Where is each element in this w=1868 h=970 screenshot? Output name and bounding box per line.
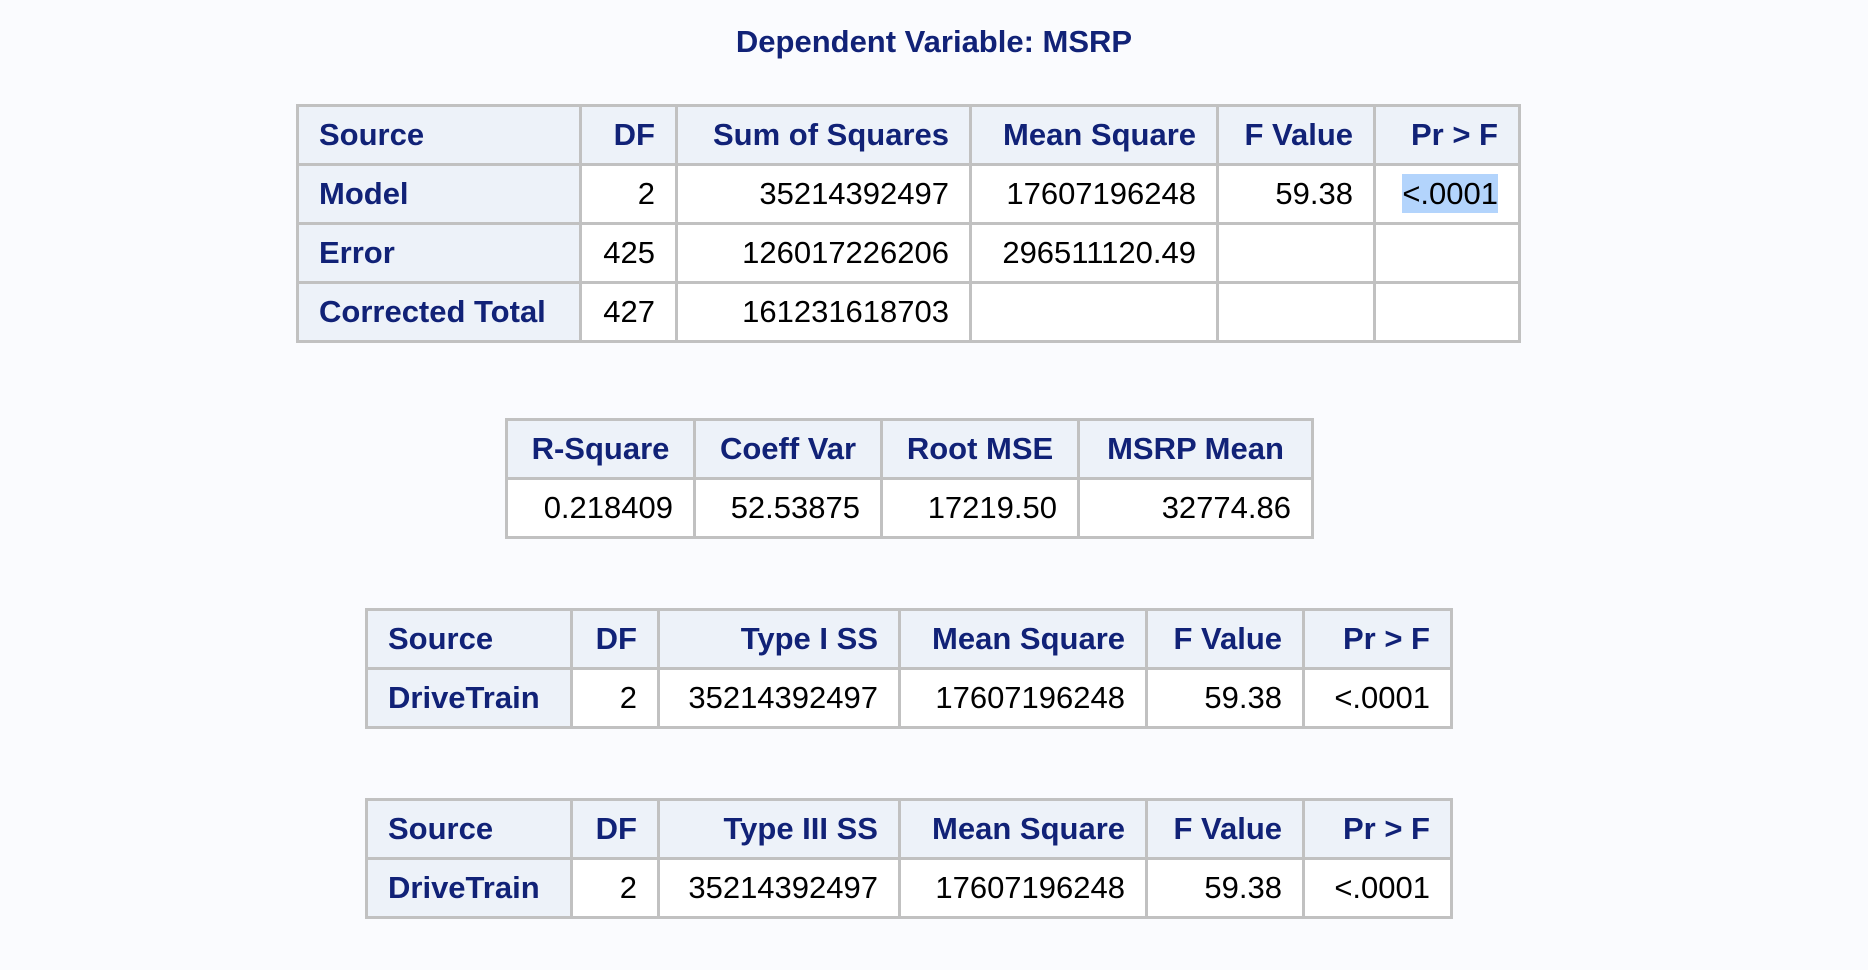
cell-p: <.0001 [1302,857,1453,919]
row-label-drivetrain: DriveTrain [365,667,573,729]
cell-p[interactable]: <.0001 [1373,163,1521,225]
row-label-corrected-total: Corrected Total [296,281,582,343]
cell-p [1373,222,1521,284]
table-row: DriveTrain 2 35214392497 17607196248 59.… [365,857,1453,919]
cell-ms: 17607196248 [898,667,1148,729]
cell-df: 2 [570,667,660,729]
cell-ss: 161231618703 [675,281,972,343]
header-coeff-var: Coeff Var [693,418,883,480]
cell-r-square: 0.218409 [505,477,696,539]
cell-ms: 17607196248 [969,163,1219,225]
cell-ss: 126017226206 [675,222,972,284]
cell-df: 427 [579,281,678,343]
cell-f: 59.38 [1145,667,1305,729]
header-msrp-mean: MSRP Mean [1077,418,1314,480]
row-label-error: Error [296,222,582,284]
cell-f [1216,281,1376,343]
header-f-value: F Value [1216,104,1376,166]
cell-df: 2 [579,163,678,225]
header-source: Source [365,798,573,860]
header-sum-of-squares: Sum of Squares [675,104,972,166]
fit-statistics-table: R-Square Coeff Var Root MSE MSRP Mean 0.… [505,418,1314,539]
cell-coeff-var: 52.53875 [693,477,883,539]
table-row: Corrected Total 427 161231618703 [296,281,1521,343]
header-type1-ss: Type I SS [657,608,901,670]
header-type3-ss: Type III SS [657,798,901,860]
cell-ms: 17607196248 [898,857,1148,919]
table-header-row: Source DF Type I SS Mean Square F Value … [365,608,1453,670]
header-mean-square: Mean Square [898,798,1148,860]
anova-table: Source DF Sum of Squares Mean Square F V… [296,104,1521,343]
header-df: DF [570,608,660,670]
cell-ms [969,281,1219,343]
table-row: Model 2 35214392497 17607196248 59.38 <.… [296,163,1521,225]
table-row: DriveTrain 2 35214392497 17607196248 59.… [365,667,1453,729]
page-title: Dependent Variable: MSRP [735,24,1133,59]
header-pr-f: Pr > F [1302,798,1453,860]
cell-p: <.0001 [1302,667,1453,729]
header-source: Source [296,104,582,166]
type1-ss-table: Source DF Type I SS Mean Square F Value … [365,608,1453,729]
cell-ss: 35214392497 [657,667,901,729]
cell-f: 59.38 [1145,857,1305,919]
header-pr-f: Pr > F [1302,608,1453,670]
header-r-square: R-Square [505,418,696,480]
row-label-model: Model [296,163,582,225]
table-header-row: Source DF Type III SS Mean Square F Valu… [365,798,1453,860]
table-row: Error 425 126017226206 296511120.49 [296,222,1521,284]
header-f-value: F Value [1145,798,1305,860]
header-source: Source [365,608,573,670]
header-f-value: F Value [1145,608,1305,670]
header-root-mse: Root MSE [880,418,1080,480]
header-mean-square: Mean Square [969,104,1219,166]
row-label-drivetrain: DriveTrain [365,857,573,919]
cell-ss: 35214392497 [675,163,972,225]
cell-ms: 296511120.49 [969,222,1219,284]
cell-df: 2 [570,857,660,919]
cell-msrp-mean: 32774.86 [1077,477,1314,539]
cell-root-mse: 17219.50 [880,477,1080,539]
type3-ss-table: Source DF Type III SS Mean Square F Valu… [365,798,1453,919]
cell-ss: 35214392497 [657,857,901,919]
cell-p [1373,281,1521,343]
cell-f: 59.38 [1216,163,1376,225]
cell-df: 425 [579,222,678,284]
selected-text[interactable]: <.0001 [1402,174,1498,213]
table-header-row: Source DF Sum of Squares Mean Square F V… [296,104,1521,166]
cell-f [1216,222,1376,284]
table-header-row: R-Square Coeff Var Root MSE MSRP Mean [505,418,1314,480]
table-row: 0.218409 52.53875 17219.50 32774.86 [505,477,1314,539]
header-pr-f: Pr > F [1373,104,1521,166]
header-df: DF [570,798,660,860]
header-df: DF [579,104,678,166]
header-mean-square: Mean Square [898,608,1148,670]
